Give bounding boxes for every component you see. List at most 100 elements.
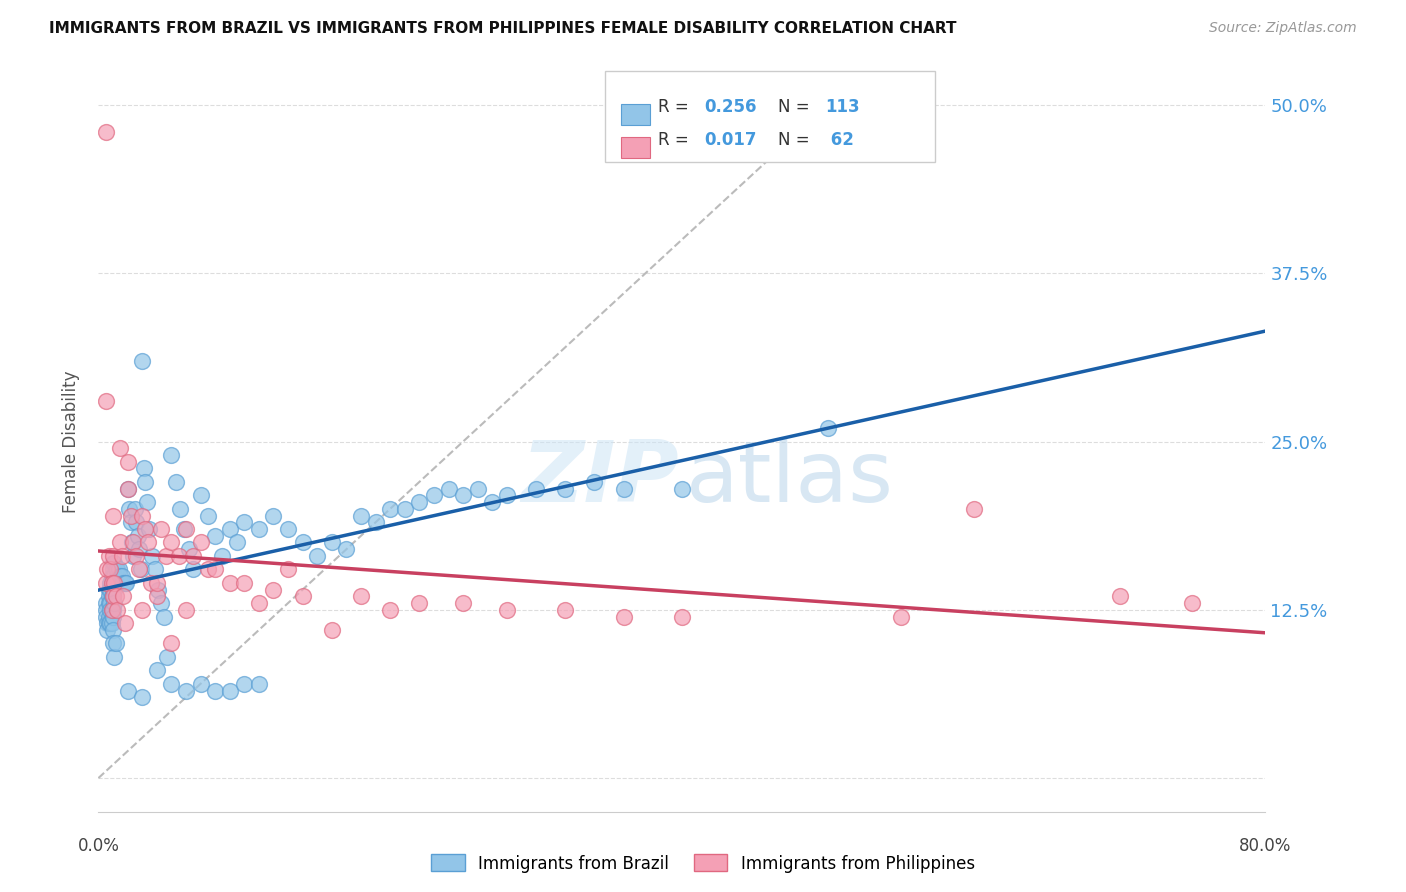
Point [181,562,204,576]
Point [97,609,120,624]
Point [380,501,402,516]
Point [97,582,120,597]
Point [671,482,693,496]
Point [233,677,256,691]
Point [262,582,284,597]
Point [94,603,117,617]
Point [98,596,121,610]
Point [148,582,170,597]
Point [190,488,212,502]
Point [394,501,416,516]
Point [100,575,122,590]
Point [122,535,145,549]
Point [496,603,519,617]
Point [277,562,299,576]
Point [125,549,148,563]
Point [98,616,121,631]
Point [291,535,314,549]
Point [103,556,125,570]
Point [98,575,121,590]
Point [165,475,187,489]
Point [117,683,139,698]
Point [111,569,134,583]
Point [117,455,139,469]
Point [96,616,118,631]
Point [101,582,124,597]
Point [139,575,162,590]
Point [100,603,122,617]
Point [105,603,128,617]
Point [100,603,122,617]
Point [97,549,120,563]
Legend: Immigrants from Brazil, Immigrants from Philippines: Immigrants from Brazil, Immigrants from … [425,847,981,880]
Point [101,575,124,590]
Point [101,562,124,576]
Point [408,596,430,610]
Point [94,596,117,610]
Point [174,522,197,536]
Point [226,535,249,549]
Point [101,556,124,570]
Point [114,575,136,590]
Point [335,542,357,557]
Point [98,562,121,576]
Point [524,482,547,496]
Text: 0.256: 0.256 [704,98,756,116]
Point [890,609,912,624]
Point [146,664,169,678]
Point [97,616,120,631]
Point [131,690,153,705]
Point [103,596,125,610]
Point [101,590,124,604]
Point [127,529,149,543]
Point [101,590,124,604]
Point [408,495,430,509]
Point [105,562,128,576]
Point [138,522,160,536]
Point [104,590,127,604]
Point [112,590,135,604]
Text: 113: 113 [825,98,860,116]
Point [153,609,176,624]
Point [132,461,155,475]
Point [103,575,125,590]
Point [100,575,122,590]
Point [97,596,120,610]
Point [612,482,634,496]
Point [174,603,197,617]
Point [437,482,460,496]
Point [134,475,156,489]
Point [101,508,124,523]
Point [101,603,124,617]
Point [350,590,373,604]
Point [1108,590,1130,604]
Point [233,575,256,590]
Point [247,677,270,691]
Point [134,522,156,536]
Point [117,482,139,496]
Point [197,562,219,576]
Point [160,636,183,650]
Point [496,488,519,502]
Point [364,516,387,530]
Text: R =: R = [658,98,695,116]
Point [291,590,314,604]
Point [115,575,138,590]
Point [247,522,270,536]
Point [160,535,183,549]
Text: 0.017: 0.017 [704,131,756,149]
Text: 0.0%: 0.0% [77,837,120,855]
Point [128,542,150,557]
Point [112,575,135,590]
Text: Source: ZipAtlas.com: Source: ZipAtlas.com [1209,21,1357,35]
Point [104,575,127,590]
Point [131,603,153,617]
Point [104,636,127,650]
Point [100,569,122,583]
Point [101,569,124,583]
Text: atlas: atlas [685,437,893,520]
Point [962,501,984,516]
Point [583,475,606,489]
Point [218,522,240,536]
Point [150,522,173,536]
